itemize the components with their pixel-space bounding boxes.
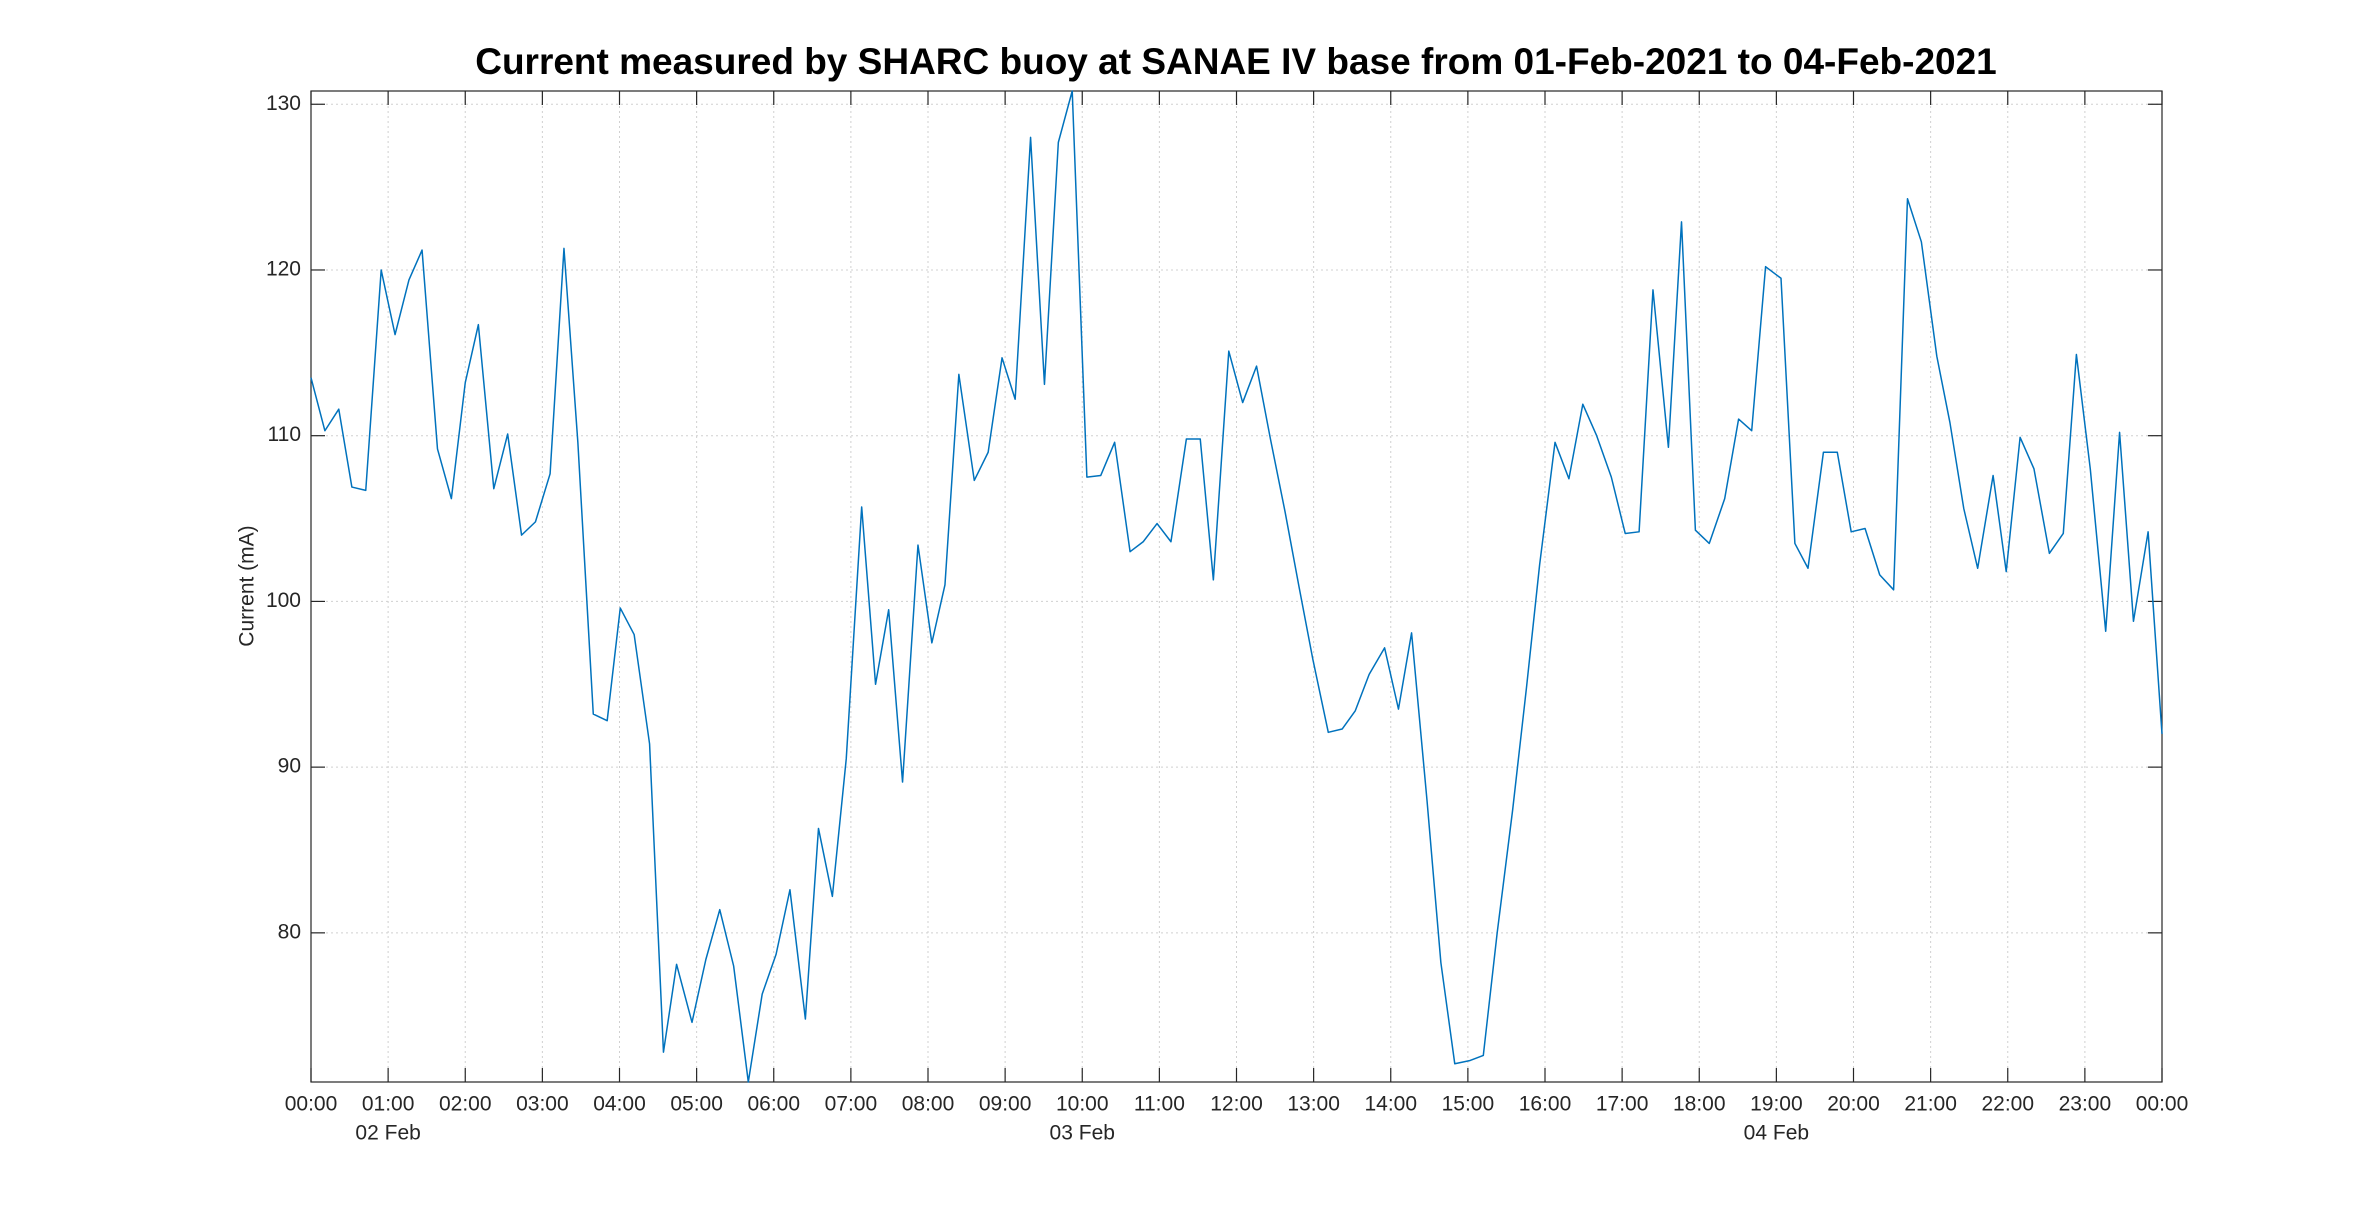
y-tick-label: 110 (268, 423, 301, 446)
x-tick-label: 09:00 (979, 1093, 1032, 1116)
y-tick-label: 90 (278, 755, 301, 778)
x-tick-label: 00:00 (285, 1093, 338, 1116)
x-tick-label: 04:00 (593, 1093, 646, 1116)
x-tick-label: 14:00 (1364, 1093, 1417, 1116)
chart-title: Current measured by SHARC buoy at SANAE … (475, 41, 1997, 82)
x-tick-label: 20:00 (1827, 1093, 1880, 1116)
x-tick-label: 21:00 (1904, 1093, 1957, 1116)
x-tick-label: 01:00 (362, 1093, 415, 1116)
plot-box (310, 90, 2163, 1083)
x-tick-label: 22:00 (1981, 1093, 2034, 1116)
date-label: 04 Feb (1744, 1122, 1809, 1145)
x-tick-label: 07:00 (825, 1093, 878, 1116)
data-line (310, 90, 2163, 1083)
y-tick-label: 100 (266, 589, 301, 612)
x-tick-label: 16:00 (1519, 1093, 1572, 1116)
x-tick-label: 12:00 (1210, 1093, 1263, 1116)
y-tick-label: 130 (266, 92, 301, 115)
x-tick-label: 00:00 (2136, 1093, 2189, 1116)
y-axis-label: Current (mA) (236, 525, 259, 646)
x-tick-label: 13:00 (1287, 1093, 1340, 1116)
date-label: 03 Feb (1050, 1122, 1115, 1145)
x-tick-label: 19:00 (1750, 1093, 1803, 1116)
x-tick-label: 10:00 (1056, 1093, 1109, 1116)
x-tick-label: 08:00 (902, 1093, 955, 1116)
x-tick-label: 03:00 (516, 1093, 569, 1116)
y-tick-label: 120 (266, 258, 301, 281)
x-tick-label: 17:00 (1596, 1093, 1649, 1116)
x-tick-label: 05:00 (670, 1093, 723, 1116)
x-tick-label: 02:00 (439, 1093, 492, 1116)
x-tick-label: 18:00 (1673, 1093, 1726, 1116)
y-tick-label: 80 (278, 920, 301, 943)
x-tick-label: 23:00 (2059, 1093, 2112, 1116)
x-tick-label: 06:00 (747, 1093, 800, 1116)
x-tick-label: 11:00 (1134, 1093, 1185, 1116)
date-label: 02 Feb (355, 1122, 420, 1145)
x-tick-label: 15:00 (1442, 1093, 1495, 1116)
